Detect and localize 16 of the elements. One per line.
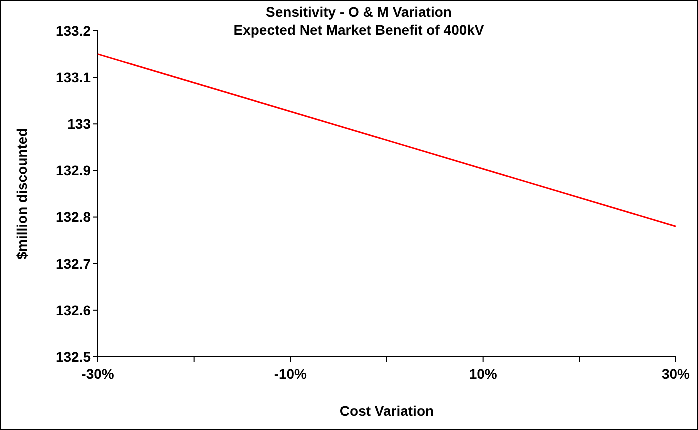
y-tick-label: 132.5 (56, 348, 92, 365)
y-tick-label: 132.6 (56, 302, 92, 318)
y-tick-label: 133.1 (56, 69, 92, 86)
x-tick-label: -30% (82, 366, 115, 382)
y-tick-label: 133 (68, 116, 92, 132)
chart-subtitle: Expected Net Market Benefit of 400kV (234, 22, 485, 38)
x-tick-label: 10% (469, 366, 498, 382)
y-tick-label: 132.9 (56, 162, 92, 179)
y-tick-label: 132.7 (56, 256, 92, 272)
y-tick-label: 132.8 (56, 209, 92, 226)
chart-title: Sensitivity - O & M Variation (266, 4, 452, 20)
x-tick-label: -10% (274, 366, 308, 382)
x-axis-title: Cost Variation (340, 403, 434, 419)
y-axis-title: $million discounted (14, 128, 30, 260)
x-tick-label: 30% (662, 366, 691, 382)
y-tick-label: 133.2 (56, 22, 92, 39)
